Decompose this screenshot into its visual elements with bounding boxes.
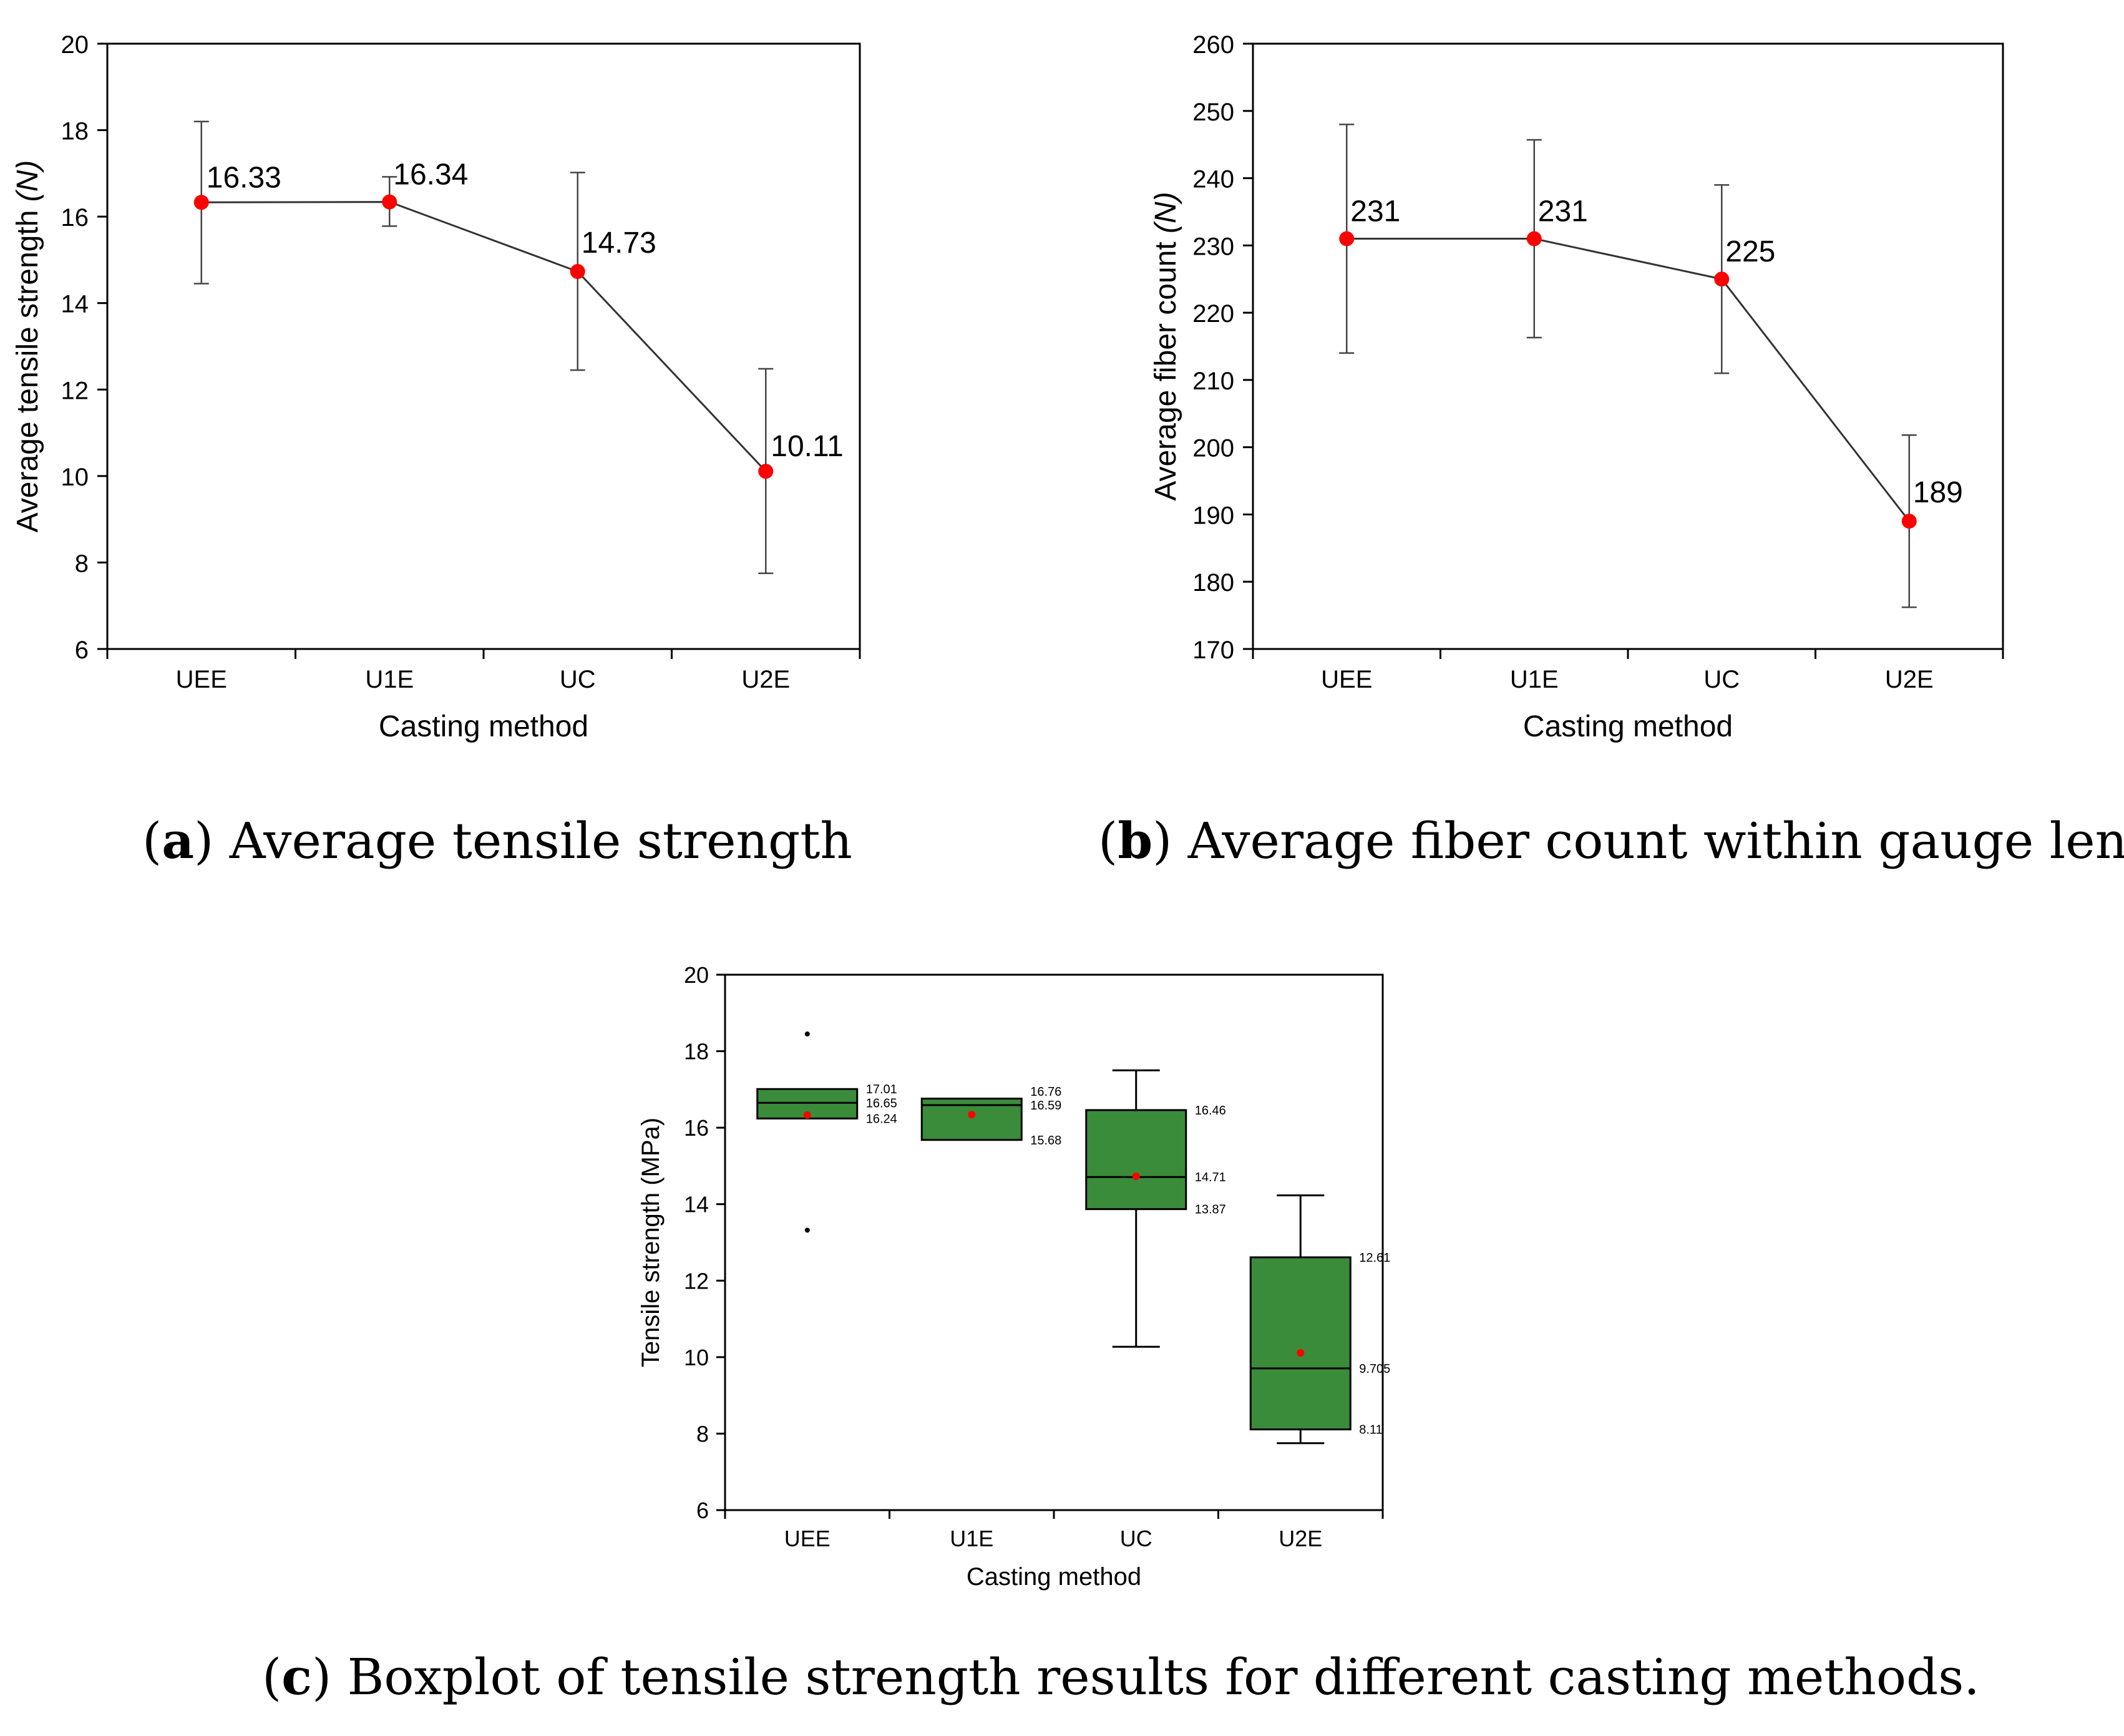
box-stat-label: 13.87 bbox=[1195, 1203, 1226, 1217]
y-tick-label: 190 bbox=[1192, 502, 1234, 529]
y-tick-label: 6 bbox=[75, 636, 89, 664]
x-tick-label: UEE bbox=[176, 666, 227, 693]
y-tick-label: 18 bbox=[684, 1039, 709, 1065]
x-tick-label: UEE bbox=[784, 1526, 831, 1551]
caption-b: (b) Average fiber count within gauge len… bbox=[1098, 811, 2124, 870]
y-tick-label: 180 bbox=[1192, 569, 1234, 597]
box-stat-label: 14.71 bbox=[1195, 1171, 1226, 1184]
data-label: 225 bbox=[1725, 235, 1775, 268]
y-tick-label: 20 bbox=[61, 31, 89, 59]
caption-c: (c) Boxplot of tensile strength results … bbox=[262, 1647, 1980, 1706]
caption-b-letter: b bbox=[1118, 811, 1153, 870]
y-tick-label: 12 bbox=[61, 377, 89, 404]
caption-b-text: Average fiber count within gauge length bbox=[1172, 812, 2124, 870]
box-stat-label: 16.59 bbox=[1030, 1099, 1061, 1113]
data-point bbox=[570, 264, 585, 280]
box-stat-label: 16.24 bbox=[866, 1112, 897, 1126]
data-point bbox=[382, 194, 397, 210]
x-tick-label: UC bbox=[1703, 666, 1740, 693]
mean-point bbox=[968, 1111, 976, 1119]
data-point bbox=[758, 464, 774, 479]
series-line bbox=[1347, 238, 1910, 522]
x-tick-label: U1E bbox=[365, 666, 414, 693]
y-tick-label: 14 bbox=[684, 1192, 709, 1217]
y-tick-label: 170 bbox=[1192, 636, 1234, 664]
y-tick-label: 10 bbox=[61, 464, 89, 491]
caption-c-letter: c bbox=[281, 1647, 312, 1706]
x-tick-label: U2E bbox=[1279, 1526, 1322, 1551]
box-stat-label: 9.705 bbox=[1359, 1362, 1390, 1376]
x-tick-label: U1E bbox=[1510, 666, 1559, 693]
y-axis-label: Average fiber count (N) bbox=[1149, 192, 1182, 500]
box-stat-label: 16.65 bbox=[866, 1096, 897, 1110]
y-tick-label: 20 bbox=[684, 962, 709, 988]
y-tick-label: 16 bbox=[61, 204, 89, 232]
data-point bbox=[193, 195, 209, 210]
data-point bbox=[1901, 514, 1917, 529]
caption-a-letter: a bbox=[162, 811, 195, 870]
y-tick-label: 220 bbox=[1192, 300, 1234, 328]
x-axis-label: Casting method bbox=[1523, 710, 1733, 743]
data-label: 14.73 bbox=[582, 227, 656, 260]
tensile-boxplot-chart: 6 8 10 12 14 16 18 20 UEE U1E UC U2E Casting method T… bbox=[637, 962, 1390, 1591]
fiber-count-line-chart: 170 180 190 200 210 220 230 240 250 260 UEE U1E UC U2… bbox=[1149, 31, 2004, 743]
data-point bbox=[1339, 231, 1355, 246]
mean-point bbox=[803, 1111, 811, 1119]
y-tick-label: 18 bbox=[61, 118, 89, 145]
y-tick-label: 12 bbox=[684, 1268, 709, 1294]
data-label: 231 bbox=[1538, 195, 1588, 228]
y-tick-label: 260 bbox=[1192, 31, 1234, 59]
caption-a: (a) Average tensile strength bbox=[142, 811, 852, 870]
tensile-strength-line-chart: 6 8 10 12 14 16 18 20 UEE U1E UC U2E Casting method A… bbox=[11, 31, 861, 743]
box-stat-label: 8.11 bbox=[1359, 1423, 1382, 1437]
y-axis-label: Average tensile strength (N) bbox=[11, 160, 44, 533]
caption-c-text: Boxplot of tensile strength results for … bbox=[331, 1648, 1980, 1706]
mean-point bbox=[1297, 1349, 1305, 1357]
data-label: 16.34 bbox=[393, 158, 468, 192]
x-axis-label: Casting method bbox=[379, 710, 588, 743]
data-label: 231 bbox=[1350, 195, 1400, 228]
x-tick-label: UC bbox=[1120, 1526, 1152, 1551]
box-stat-label: 12.61 bbox=[1359, 1251, 1390, 1265]
x-tick-label: U2E bbox=[741, 666, 790, 693]
x-tick-label: UEE bbox=[1321, 666, 1372, 693]
x-tick-label: U2E bbox=[1885, 666, 1934, 693]
y-tick-label: 240 bbox=[1192, 166, 1234, 193]
x-tick-label: U1E bbox=[950, 1526, 993, 1551]
series-line bbox=[201, 201, 767, 472]
box-stat-label: 15.68 bbox=[1030, 1134, 1061, 1148]
box-stat-label: 16.46 bbox=[1195, 1104, 1226, 1118]
box-stat-label: 16.76 bbox=[1030, 1085, 1061, 1099]
y-tick-label: 16 bbox=[684, 1115, 709, 1141]
y-tick-label: 8 bbox=[75, 550, 89, 577]
y-tick-label: 8 bbox=[696, 1421, 709, 1446]
data-label: 16.33 bbox=[207, 161, 281, 194]
caption-a-text: Average tensile strength bbox=[213, 812, 852, 870]
y-tick-label: 200 bbox=[1192, 435, 1234, 462]
outlier-point bbox=[804, 1031, 810, 1036]
data-point bbox=[1526, 231, 1542, 246]
data-point bbox=[1714, 271, 1730, 287]
plot-frame bbox=[1252, 42, 2004, 650]
data-label: 10.11 bbox=[771, 430, 844, 463]
plot-frame bbox=[106, 42, 861, 650]
data-label: 189 bbox=[1913, 476, 1963, 509]
y-tick-label: 230 bbox=[1192, 233, 1234, 260]
box-stat-label: 17.01 bbox=[866, 1083, 897, 1096]
y-tick-label: 6 bbox=[696, 1498, 709, 1523]
box bbox=[1085, 1109, 1187, 1211]
y-tick-label: 10 bbox=[684, 1345, 709, 1370]
y-tick-label: 250 bbox=[1192, 99, 1234, 126]
mean-point bbox=[1132, 1172, 1140, 1180]
y-tick-label: 210 bbox=[1192, 368, 1234, 395]
outlier-point bbox=[804, 1227, 810, 1233]
x-tick-label: UC bbox=[560, 666, 596, 693]
y-tick-label: 14 bbox=[61, 291, 89, 318]
box bbox=[1249, 1256, 1352, 1431]
y-axis-label: Tensile strength (MPa) bbox=[637, 1118, 665, 1367]
x-axis-label: Casting method bbox=[967, 1563, 1141, 1591]
